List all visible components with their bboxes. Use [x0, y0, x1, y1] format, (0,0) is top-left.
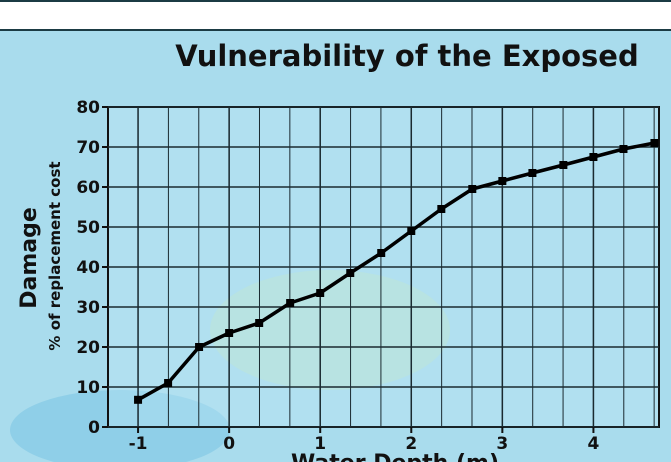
- chart: Vulnerability of the Exposed Damage % of…: [0, 0, 671, 462]
- y-tick-label: 0: [88, 418, 100, 438]
- x-tick-label: 2: [405, 434, 417, 454]
- data-point: [559, 161, 567, 169]
- y-tick-label: 20: [76, 338, 100, 358]
- data-point: [164, 379, 172, 387]
- x-tick-label: 3: [496, 434, 508, 454]
- x-tick-label: 1: [314, 434, 326, 454]
- data-point: [286, 299, 294, 307]
- x-tick-label: 4: [588, 434, 600, 454]
- y-axis-label: Damage: [17, 207, 42, 309]
- y-tick-label: 80: [76, 98, 100, 118]
- data-point: [437, 205, 445, 213]
- y-tick-label: 10: [76, 378, 100, 398]
- y-tick-label: 70: [76, 138, 100, 158]
- data-point: [650, 139, 658, 147]
- data-point: [377, 249, 385, 257]
- data-point: [589, 153, 597, 161]
- data-point: [316, 289, 324, 297]
- y-tick-label: 50: [76, 218, 100, 238]
- data-point: [498, 177, 506, 185]
- top-border: [0, 0, 671, 2]
- data-point: [346, 269, 354, 277]
- y-tick-label: 40: [76, 258, 100, 278]
- data-point: [528, 169, 536, 177]
- y-tick-label: 60: [76, 178, 100, 198]
- page: {"chart_data": {"type": "line", "title":…: [0, 0, 671, 462]
- data-point: [619, 145, 627, 153]
- data-point: [195, 343, 203, 351]
- data-point: [134, 396, 142, 404]
- x-tick-label: 0: [223, 434, 235, 454]
- top-bar: [0, 0, 671, 30]
- data-point: [407, 227, 415, 235]
- y-axis-sublabel: % of replacement cost: [46, 161, 64, 350]
- data-point: [468, 185, 476, 193]
- chart-title: Vulnerability of the Exposed: [175, 39, 638, 73]
- x-tick-label: -1: [129, 434, 148, 454]
- data-point: [255, 319, 263, 327]
- data-point: [225, 329, 233, 337]
- y-tick-label: 30: [76, 298, 100, 318]
